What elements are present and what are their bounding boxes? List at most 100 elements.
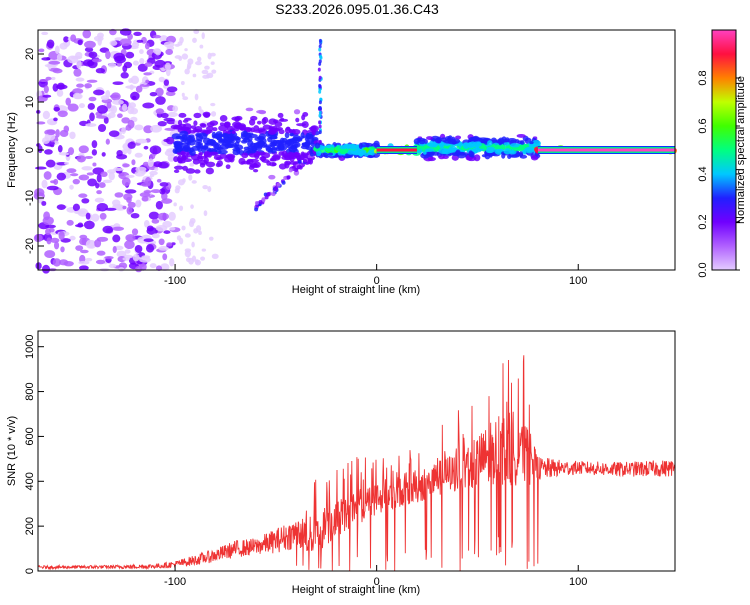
spectrogram-blob — [451, 154, 459, 161]
spectrogram-blob — [173, 169, 180, 173]
spectrogram-blob — [503, 142, 511, 146]
spectrogram-blob — [206, 125, 214, 132]
spectrogram-blob — [313, 140, 322, 145]
spectrogram-blob — [43, 171, 52, 180]
colorbar-frame — [711, 29, 737, 271]
spectrogram-blob — [192, 37, 197, 43]
spectrogram-blob — [529, 141, 534, 145]
spectrogram-blob — [318, 120, 322, 125]
spectrogram-blob — [314, 142, 321, 149]
spectrogram-blob — [57, 110, 68, 118]
spectrogram-blob — [143, 190, 152, 194]
spectrogram-blob — [278, 129, 285, 135]
spectrogram-blob — [98, 182, 106, 189]
spectrogram-blob — [101, 152, 106, 157]
spectrogram-blob — [262, 116, 269, 124]
spectrogram-blob — [212, 127, 218, 132]
spectrogram-blob — [124, 240, 135, 250]
spectrogram-blob — [91, 149, 98, 156]
spectrogram-blob — [58, 259, 69, 266]
spectrogram-blob — [76, 59, 82, 69]
spectrogram-blob — [240, 124, 247, 131]
spectrogram-blob — [468, 151, 475, 157]
y-tick-label: 0 — [24, 568, 36, 574]
spectrogram-blob — [165, 48, 174, 56]
spectrogram-blob — [109, 94, 120, 99]
spectrogram-blob — [311, 129, 316, 136]
spectrogram-blob — [52, 258, 62, 267]
spectrogram-blob — [424, 148, 435, 153]
spectrogram-blob — [373, 140, 380, 148]
spectrogram-blob — [50, 76, 56, 81]
spectrogram-blob — [201, 69, 209, 75]
spectrogram-blob — [434, 138, 442, 144]
spectrogram-blob — [200, 123, 207, 128]
spectrogram-blob — [46, 237, 52, 245]
spectrogram-blob — [56, 53, 63, 62]
spectrogram-blob — [112, 81, 124, 85]
spectrogram-blob — [58, 231, 65, 241]
spectrogram-blob — [78, 103, 85, 109]
spectrogram-blob — [286, 175, 291, 180]
snr-panel: -100 0 100 0 200 400 600 800 1000 Height of str… — [6, 330, 676, 596]
spectrogram-blob — [213, 154, 222, 161]
spectrogram-blob — [271, 192, 276, 197]
snr-background — [38, 331, 675, 571]
spectrogram-blob — [175, 135, 182, 139]
spectrogram-blob — [127, 141, 136, 149]
spectrogram-blob — [108, 171, 115, 181]
spectrogram-blob — [134, 245, 143, 253]
spectrogram-x-axis-label: Height of straight line (km) — [292, 284, 420, 296]
spectrogram-blob — [426, 151, 436, 155]
spectrogram-blob — [85, 212, 91, 220]
spectrogram-blob — [189, 217, 196, 224]
spectrogram-blob — [238, 157, 246, 165]
spectrogram-blob — [357, 150, 365, 157]
spectrogram-blob — [168, 211, 176, 221]
spectrogram-blob — [145, 244, 155, 253]
spectrogram-blob — [317, 67, 321, 72]
spectrogram-blob — [109, 40, 118, 46]
spectrogram-blob — [472, 147, 483, 153]
spectrogram-blob — [74, 224, 84, 228]
snr-x-axis-label: Height of straight line (km) — [292, 584, 420, 596]
spectrogram-blob — [139, 192, 151, 198]
spectrogram-blob — [212, 133, 222, 139]
spectrogram-blob — [151, 218, 160, 224]
spectrogram-blob — [249, 162, 258, 167]
spectrogram-blob — [195, 141, 201, 149]
spectrogram-blob — [199, 44, 204, 49]
spectrogram-blob — [41, 179, 48, 189]
spectrogram-blob — [247, 135, 253, 142]
spectrogram-blob — [84, 155, 93, 159]
spectrogram-blob — [150, 124, 162, 133]
spectrogram-blob — [164, 62, 171, 71]
spectrogram-blob — [157, 212, 169, 221]
spectrogram-blob — [503, 138, 509, 143]
spectrogram-blob — [485, 148, 494, 154]
spectrogram-blob — [174, 120, 179, 125]
spectrogram-y-ticks: -20 -10 0 10 20 — [24, 48, 44, 254]
spectrogram-blob — [121, 127, 126, 135]
spectrogram-blob — [49, 227, 55, 233]
spectrogram-blob — [112, 203, 124, 210]
spectrogram-blob — [169, 258, 175, 267]
y-tick-label: -10 — [24, 190, 36, 206]
spectrogram-blob — [277, 143, 288, 151]
spectrogram-blob — [85, 257, 93, 262]
spectrogram-blob — [201, 32, 205, 40]
spectrogram-blob — [438, 148, 449, 154]
spectrogram-blob — [199, 159, 208, 166]
spectrogram-blob — [131, 228, 139, 236]
spectrogram-blob — [92, 162, 97, 167]
spectrogram-blob — [69, 235, 76, 241]
spectrogram-blob — [96, 105, 108, 114]
spectrogram-blob — [194, 129, 202, 133]
spectrogram-blob — [65, 97, 72, 106]
spectrogram-blob — [442, 155, 449, 159]
spectrogram-blob — [66, 219, 74, 226]
spectrogram-blob — [271, 162, 277, 167]
spectrogram-blob — [144, 176, 152, 186]
spectrogram-blob — [194, 169, 201, 174]
spectrogram-blob — [55, 129, 60, 138]
